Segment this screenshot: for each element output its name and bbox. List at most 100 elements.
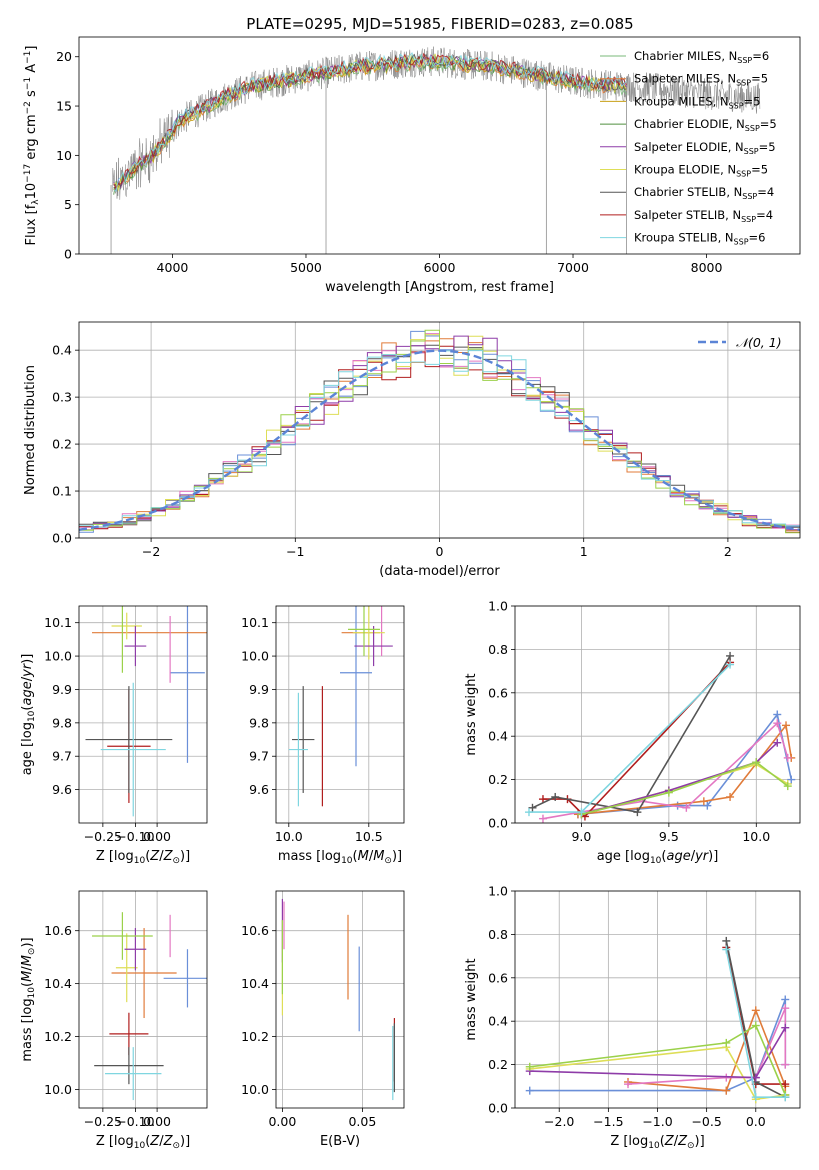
data-point (124, 928, 147, 971)
y-tick-label: 1.0 (488, 599, 508, 614)
y-tick-label: 9.8 (249, 715, 269, 730)
mass-weight-marker (751, 1093, 760, 1102)
y-tick-label: 0.2 (488, 772, 508, 787)
axes-frame (514, 605, 801, 824)
mass-weight-marker (783, 782, 792, 791)
mass-weight-marker (538, 814, 547, 823)
age-vs-mass-panel: 10.0 10.5 9.6 9.7 9.8 9.9 10.0 10.1 mass [log10(… (241, 605, 405, 866)
mass-weight-marker (751, 1006, 760, 1015)
x-tick-label: 0.00 (268, 1114, 296, 1129)
y-axis-label: mass weight (464, 673, 479, 755)
mass-weight-series-line (529, 664, 731, 813)
legend-entry: Chabrier STELIB, NSSP=4 (634, 185, 774, 201)
data-point (124, 626, 147, 667)
plot-area (288, 606, 393, 807)
mass-weight-marker (773, 738, 782, 747)
legend-entry: Kroupa ELODIE, NSSP=5 (634, 163, 768, 179)
mass-weight-marker (577, 808, 586, 817)
mass-weight-marker (703, 801, 712, 810)
mass-weight-marker (682, 803, 691, 812)
mass-weight-marker (524, 808, 533, 817)
data-point (292, 686, 315, 793)
mass-weight-marker (624, 1080, 633, 1089)
x-tick-label: 4000 (157, 260, 189, 275)
y-tick-label: 0.8 (488, 927, 508, 942)
x-tick-label: −0.25 (84, 829, 122, 844)
mass-weight-marker (781, 1093, 790, 1102)
y-tick-label: 0.8 (488, 642, 508, 657)
y-tick-label: 10.6 (44, 923, 72, 938)
mass-weight-marker (781, 995, 790, 1004)
data-point (100, 682, 166, 817)
data-point (354, 626, 393, 667)
mass-weight-marker (781, 1080, 790, 1089)
axes-frame (78, 605, 208, 824)
y-tick-label: 0.1 (52, 484, 72, 499)
y-tick-label: 0.0 (488, 1101, 508, 1116)
axes-frame (275, 890, 405, 1109)
normal-distribution-curve (79, 349, 800, 531)
mass-weight-marker (633, 808, 642, 817)
y-tick-label: 9.6 (249, 782, 269, 797)
legend-entry: Chabrier MILES, NSSP=6 (634, 49, 769, 65)
x-tick-label: −2.0 (544, 1114, 574, 1129)
mass-weight-vs-age-panel: 9.0 9.5 10.0 0.0 0.2 0.4 0.6 0.8 1.0 age [log10(a… (464, 599, 801, 866)
x-axis-label: age [log10(age/yr)] (597, 849, 719, 866)
x-axis-label: Z [log10(Z/Z⊙)] (96, 1134, 190, 1151)
y-tick-label: 15 (56, 99, 72, 114)
y-tick-label: 9.7 (249, 749, 269, 764)
y-tick-label: 1.0 (488, 884, 508, 899)
model-fit-line (113, 51, 627, 192)
x-tick-label: −0.10 (116, 829, 154, 844)
y-axis-label: mass [log10(M/M⊙)] (20, 937, 37, 1061)
data-point (352, 606, 385, 660)
y-tick-label: 0.6 (488, 970, 508, 985)
x-tick-label: −0.10 (116, 1114, 154, 1129)
x-tick-label: 6000 (424, 260, 456, 275)
y-tick-label: 0.4 (488, 1014, 508, 1029)
y-tick-label: 0.2 (488, 1057, 508, 1072)
legend-entry: Salpeter ELODIE, NSSP=5 (634, 140, 776, 156)
y-tick-label: 9.6 (52, 782, 72, 797)
axes-frame (275, 605, 405, 824)
mass-weight-series-line (532, 655, 731, 813)
y-tick-label: 0.6 (488, 685, 508, 700)
y-tick-label: 9.7 (52, 749, 72, 764)
mass-weight-marker (551, 792, 560, 801)
model-fit-line (113, 53, 627, 192)
age-vs-metallicity-panel: −0.25−0.100.00 9.6 9.7 9.8 9.9 10.0 10.1 Z [log… (20, 605, 208, 866)
mass-weight-marker (773, 710, 782, 719)
x-axis-label: E(B-V) (320, 1134, 360, 1149)
mass-weight-marker (722, 936, 731, 945)
residual-histogram (79, 350, 800, 528)
x-tick-label: −0.5 (691, 1114, 721, 1129)
spectrum-panel: 4000 5000 6000 7000 8000 0 5 10 15 20 wavelength [… (23, 36, 801, 295)
mass-weight-marker (751, 1073, 760, 1082)
y-tick-label: 9.9 (249, 682, 269, 697)
y-axis-label: Normed distribution (23, 365, 38, 495)
plot-area (85, 606, 207, 817)
y-tick-label: 10.0 (44, 1082, 72, 1097)
plot-area (525, 936, 790, 1104)
mass-vs-metallicity-panel: −0.25−0.100.00 10.0 10.2 10.4 10.6 Z [log10(Z… (20, 890, 208, 1151)
y-tick-label: 9.9 (52, 682, 72, 697)
mass-weight-marker (787, 775, 796, 784)
figure-title: PLATE=0295, MJD=51985, FIBERID=0283, z=0… (246, 15, 633, 33)
y-tick-label: 10.2 (44, 1029, 72, 1044)
plot-area (92, 912, 207, 1101)
x-tick-label: 0.05 (348, 1114, 376, 1129)
data-point (111, 928, 177, 1019)
x-axis-label: Z [log10(Z/Z⊙)] (610, 1134, 704, 1151)
y-tick-label: 20 (56, 49, 72, 64)
plot-area (79, 329, 800, 534)
y-axis-label: age [log10(age/yr)] (20, 654, 37, 776)
y-axis-label: Flux [fλ10−17 erg cm−2 s−1 A−1] (23, 46, 41, 246)
x-axis-label: mass [log10(M/M⊙)] (278, 849, 402, 866)
mass-weight-marker (726, 660, 735, 669)
y-tick-label: 10.1 (44, 615, 72, 630)
y-tick-label: 10.0 (241, 1082, 269, 1097)
mass-weight-marker (781, 1023, 790, 1032)
data-point (348, 606, 380, 657)
mass-weight-marker (722, 1038, 731, 1047)
residuals-panel: −2 −1 0 1 2 0.0 0.1 0.2 0.3 0.4 (data-model)/error… (23, 321, 801, 579)
